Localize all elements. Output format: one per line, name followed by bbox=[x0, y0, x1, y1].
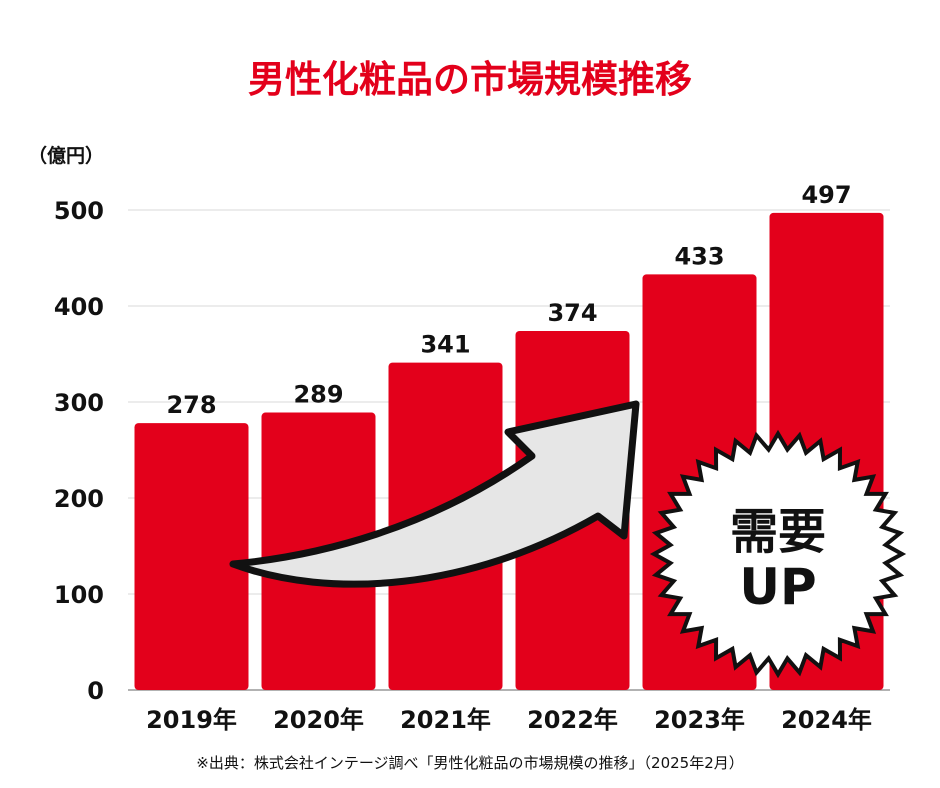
starburst-badge-icon bbox=[649, 429, 907, 679]
data-label: 374 bbox=[547, 299, 597, 327]
x-tick-label: 2022年 bbox=[527, 706, 618, 734]
data-label: 341 bbox=[420, 331, 470, 359]
data-label: 497 bbox=[801, 181, 851, 209]
x-tick-label: 2023年 bbox=[654, 706, 745, 734]
y-axis-ticks: 0 100 200 300 400 500 bbox=[54, 197, 104, 705]
x-tick-label: 2019年 bbox=[146, 706, 237, 734]
data-labels: 278 289 341 374 433 497 bbox=[166, 181, 851, 419]
x-tick-label: 2021年 bbox=[400, 706, 491, 734]
badge-label-demand: 需要 bbox=[730, 504, 826, 560]
y-tick-label: 200 bbox=[54, 485, 104, 513]
chart-title: 男性化粧品の市場規模推移 bbox=[248, 58, 692, 101]
x-tick-label: 2020年 bbox=[273, 706, 364, 734]
x-axis-ticks: 2019年 2020年 2021年 2022年 2023年 2024年 bbox=[146, 706, 872, 734]
growth-arrow-icon bbox=[229, 400, 640, 588]
y-tick-label: 100 bbox=[54, 581, 104, 609]
data-label: 289 bbox=[293, 381, 343, 409]
data-label: 278 bbox=[166, 391, 216, 419]
y-tick-label: 500 bbox=[54, 197, 104, 225]
badge-label-up: UP bbox=[739, 558, 816, 616]
bar-2019年 bbox=[134, 423, 249, 690]
y-tick-label: 400 bbox=[54, 293, 104, 321]
y-unit-label: （億円） bbox=[28, 144, 104, 167]
y-tick-label: 300 bbox=[54, 389, 104, 417]
x-tick-label: 2024年 bbox=[781, 706, 872, 734]
y-tick-label: 0 bbox=[87, 677, 104, 705]
source-note: ※出典：株式会社インテージ調べ「男性化粧品の市場規模の推移」（2025年2月） bbox=[196, 754, 744, 772]
data-label: 433 bbox=[674, 242, 724, 270]
